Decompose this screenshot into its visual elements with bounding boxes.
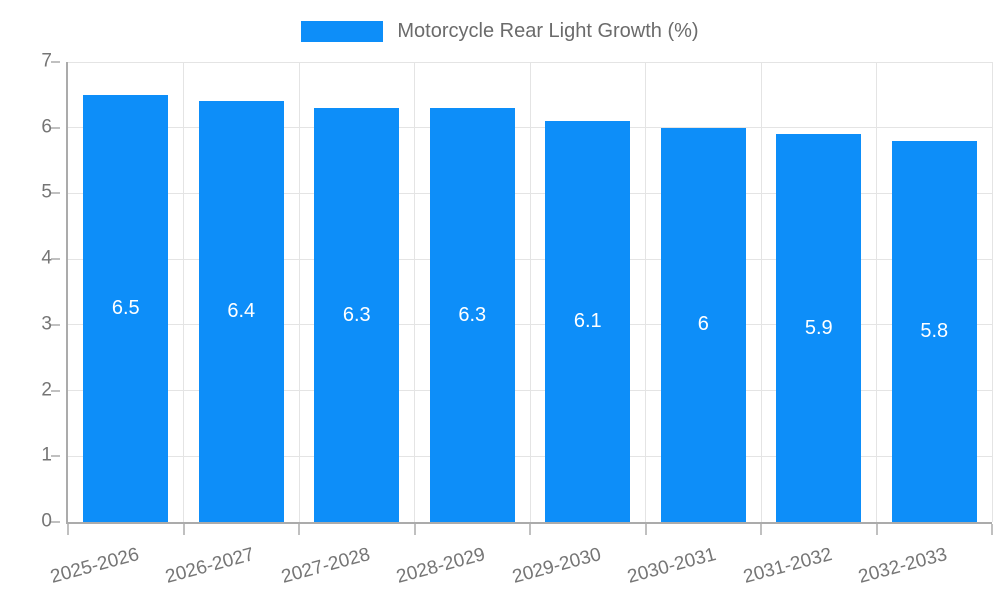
bar: 6.1 [545, 121, 631, 522]
x-tick-mark [182, 524, 185, 535]
y-tick-mark [51, 258, 60, 261]
x-gridline [529, 62, 531, 522]
y-tick-mark [51, 61, 60, 63]
x-gridline [876, 62, 877, 522]
y-axis-tick-label: 4 [41, 247, 52, 269]
bar-value-label: 6.5 [111, 296, 140, 319]
x-gridline [760, 62, 762, 522]
legend[interactable]: Motorcycle Rear Light Growth (%) [0, 20, 1000, 43]
x-tick-mark [67, 524, 69, 535]
y-tick-mark [51, 455, 60, 458]
bar: 6.3 [429, 108, 515, 522]
y-axis-tick-label: 2 [41, 379, 52, 401]
y-tick-mark [51, 521, 60, 523]
legend-swatch [301, 21, 384, 42]
bar-value-label: 5.8 [920, 319, 949, 342]
x-gridline [414, 62, 415, 522]
y-axis-tick-label: 1 [41, 444, 52, 466]
x-axis-line [66, 522, 992, 524]
x-tick-mark [760, 524, 762, 535]
bar-value-label: 5.9 [804, 316, 833, 339]
bar: 6.5 [83, 94, 169, 522]
bar-value-label: 6.4 [227, 300, 256, 323]
x-gridline [183, 62, 184, 522]
bar: 5.9 [776, 134, 862, 522]
plot-area: 0 1 2 3 4 5 6 7 6.5 2025-2026 6.4 2026-2027 6.3 2027-… [41, 51, 993, 588]
y-tick-mark [51, 323, 60, 326]
bar: 6 [660, 127, 746, 522]
y-axis-line [66, 62, 68, 522]
x-gridline [991, 62, 993, 522]
x-tick-mark [875, 524, 878, 535]
bar: 5.8 [891, 140, 977, 522]
y-axis-tick-label: 7 [41, 50, 52, 72]
bar-value-label: 6 [697, 313, 709, 336]
bar: 6.3 [314, 108, 400, 522]
x-tick-mark [413, 524, 416, 535]
y-axis-tick-label: 3 [41, 313, 52, 335]
x-gridline [645, 62, 646, 522]
y-tick-mark [51, 192, 60, 195]
x-tick-mark [644, 524, 647, 535]
y-tick-mark [51, 126, 60, 129]
bar: 6.4 [198, 101, 284, 522]
bar-value-label: 6.1 [573, 310, 602, 333]
bar-value-label: 6.3 [342, 303, 371, 326]
bar-value-label: 6.3 [458, 303, 487, 326]
x-tick-mark [529, 524, 531, 535]
y-axis-tick-label: 5 [41, 181, 52, 203]
x-tick-mark [991, 524, 993, 535]
x-gridline [298, 62, 300, 522]
legend-label: Motorcycle Rear Light Growth (%) [397, 20, 699, 42]
y-axis-tick-label: 6 [41, 116, 52, 138]
y-tick-mark [51, 389, 60, 392]
y-axis-tick-label: 0 [41, 510, 52, 532]
x-tick-mark [298, 524, 300, 535]
